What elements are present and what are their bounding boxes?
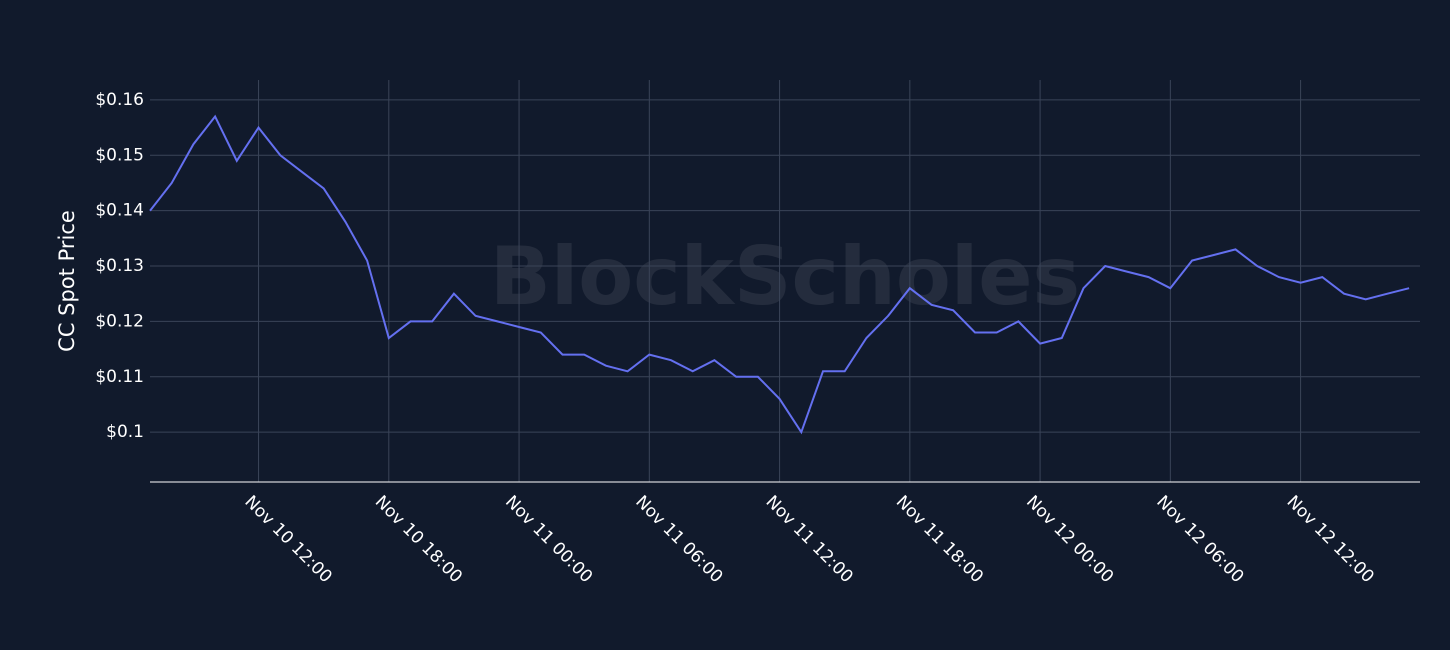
- y-axis-title: CC Spot Price: [55, 210, 79, 352]
- x-tick-label: Nov 11 00:00: [501, 492, 596, 587]
- x-tick-label: Nov 11 12:00: [762, 492, 857, 587]
- watermark: BlockScholes: [490, 230, 1080, 323]
- y-tick-label: $0.14: [95, 201, 144, 221]
- y-tick-label: $0.11: [95, 367, 144, 387]
- x-tick-label: Nov 10 18:00: [371, 492, 466, 587]
- x-tick-label: Nov 10 12:00: [241, 492, 336, 587]
- x-tick-label: Nov 12 12:00: [1283, 492, 1378, 587]
- x-tick-label: Nov 12 06:00: [1152, 492, 1247, 587]
- y-tick-label: $0.16: [95, 90, 144, 110]
- y-tick-label: $0.13: [95, 256, 144, 276]
- x-tick-label: Nov 12 00:00: [1022, 492, 1117, 587]
- y-tick-label: $0.12: [95, 311, 144, 331]
- y-tick-label: $0.1: [106, 422, 144, 442]
- x-tick-label: Nov 11 18:00: [892, 492, 987, 587]
- y-tick-label: $0.15: [95, 145, 144, 165]
- price-line: [149, 114, 1410, 435]
- x-tick-label: Nov 11 06:00: [631, 492, 726, 587]
